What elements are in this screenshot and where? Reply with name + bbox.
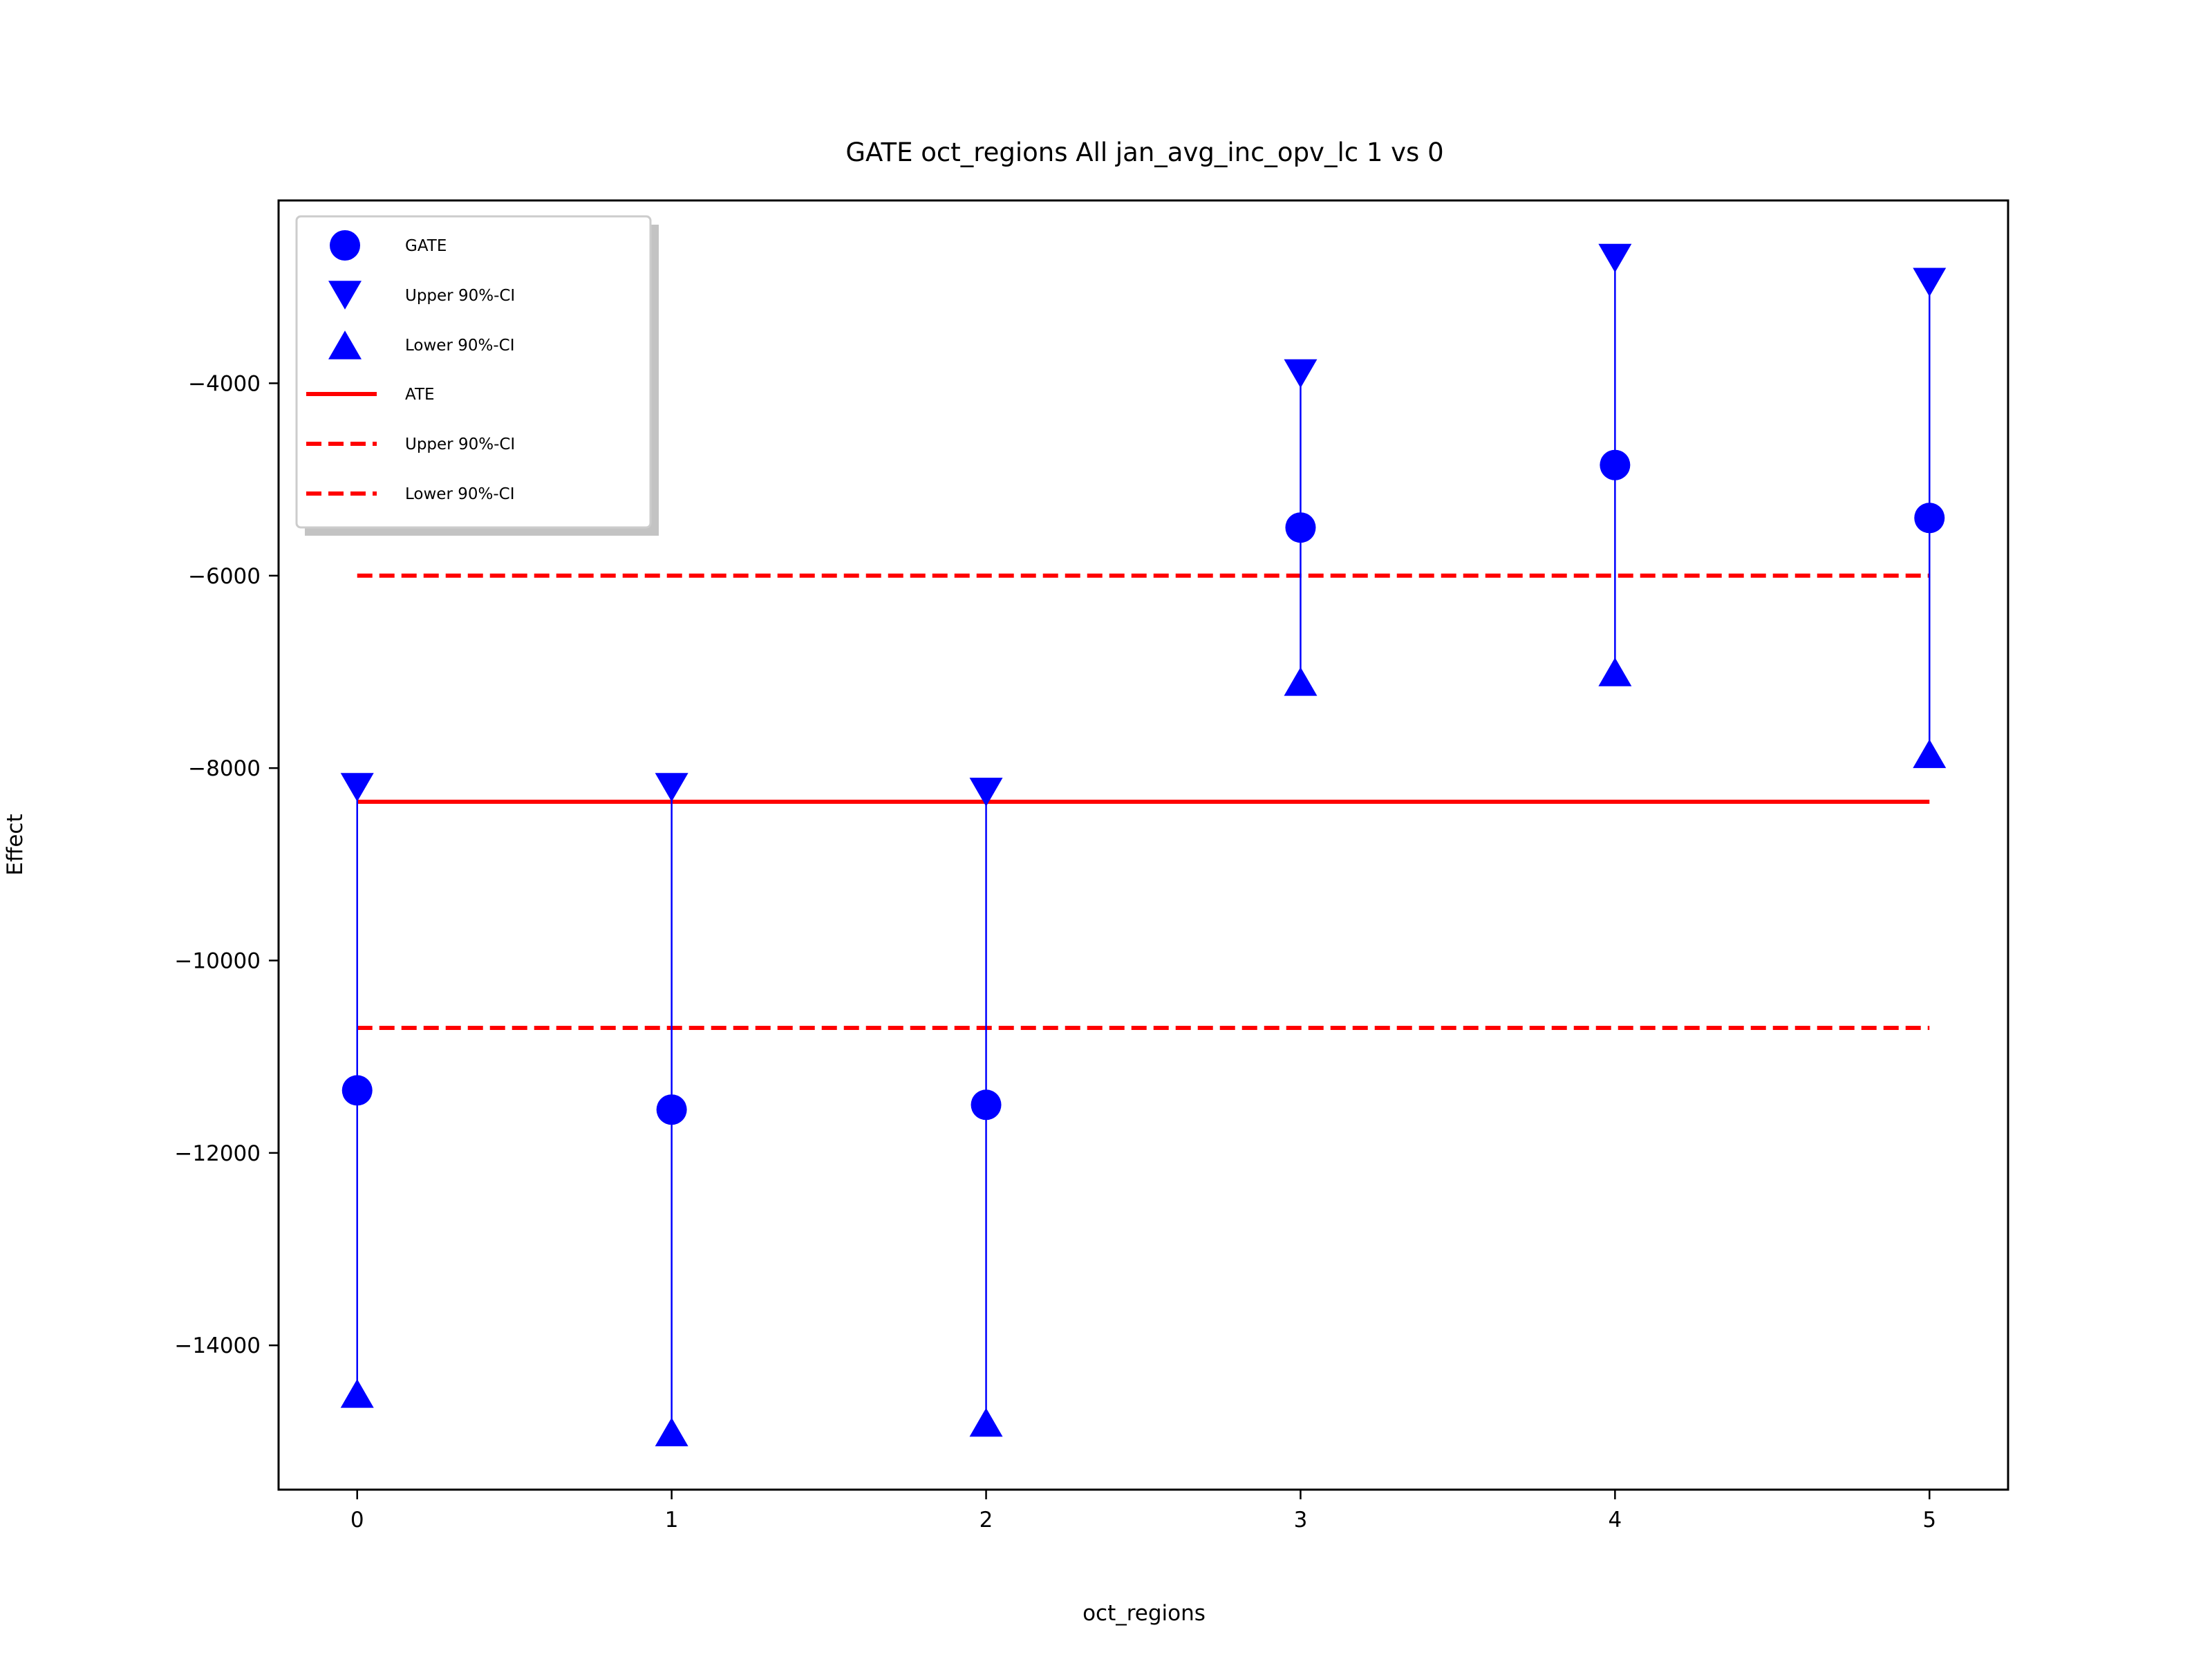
chart-title: GATE oct_regions All jan_avg_inc_opv_lc … bbox=[845, 138, 1443, 167]
y-tick-label: −6000 bbox=[188, 564, 261, 589]
lower-ci-marker bbox=[1284, 667, 1318, 696]
x-tick-label: 5 bbox=[1922, 1508, 1936, 1533]
gate-markers bbox=[340, 243, 1947, 1447]
upper-ci-marker bbox=[969, 778, 1003, 807]
lower-ci-marker bbox=[340, 1379, 374, 1408]
y-tick-label: −8000 bbox=[188, 756, 261, 781]
legend-gate-symbol bbox=[330, 230, 360, 261]
ate-lines bbox=[357, 573, 1930, 1030]
x-tick-label: 1 bbox=[665, 1508, 679, 1533]
gate-point bbox=[971, 1089, 1002, 1121]
upper-ci-marker bbox=[655, 773, 688, 802]
legend: GATE Upper 90%-CI Lower 90%-CI ATE Upper 90%… bbox=[295, 215, 659, 536]
x-tick-label: 4 bbox=[1608, 1508, 1622, 1533]
y-tick-label: −14000 bbox=[174, 1333, 261, 1358]
x-tick-label: 0 bbox=[350, 1508, 364, 1533]
upper-ci-marker bbox=[1284, 359, 1318, 388]
gate-point bbox=[656, 1094, 687, 1125]
y-tick-label: −4000 bbox=[188, 371, 261, 396]
x-tick-label: 2 bbox=[980, 1508, 993, 1533]
lower-ci-marker bbox=[969, 1407, 1003, 1437]
gate-point bbox=[1914, 503, 1945, 534]
lower-ci-marker bbox=[1913, 739, 1947, 769]
y-tick-label: −12000 bbox=[174, 1141, 261, 1166]
upper-ci-marker bbox=[340, 773, 374, 802]
y-tick-label: −10000 bbox=[174, 949, 261, 974]
legend-label: ATE bbox=[405, 386, 435, 404]
gate-point bbox=[341, 1075, 373, 1106]
x-axis-label: oct_regions bbox=[1082, 1601, 1206, 1626]
legend-upper-ci-symbol bbox=[328, 281, 362, 310]
lower-ci-marker bbox=[1598, 657, 1632, 686]
legend-label: Upper 90%-CI bbox=[405, 287, 515, 305]
gate-point bbox=[1285, 512, 1316, 543]
legend-lower-ci-symbol bbox=[328, 330, 362, 359]
legend-label: Lower 90%-CI bbox=[405, 485, 514, 503]
x-tick-label: 3 bbox=[1294, 1508, 1308, 1533]
legend-label: GATE bbox=[405, 237, 447, 255]
legend-label: Upper 90%-CI bbox=[405, 435, 515, 453]
y-axis-label: Effect bbox=[3, 814, 28, 875]
plot-frame bbox=[277, 199, 2009, 1491]
upper-ci-marker bbox=[1913, 268, 1947, 297]
gate-point bbox=[1600, 449, 1631, 480]
lower-ci-marker bbox=[655, 1417, 688, 1447]
upper-ci-marker bbox=[1598, 243, 1632, 273]
legend-label: Lower 90%-CI bbox=[405, 337, 514, 355]
legend-box bbox=[295, 215, 652, 529]
axis-ticks: 0 1 2 3 4 5 −14000 −12000 −10000 −8000 −6000 −4000 bbox=[174, 371, 1936, 1533]
